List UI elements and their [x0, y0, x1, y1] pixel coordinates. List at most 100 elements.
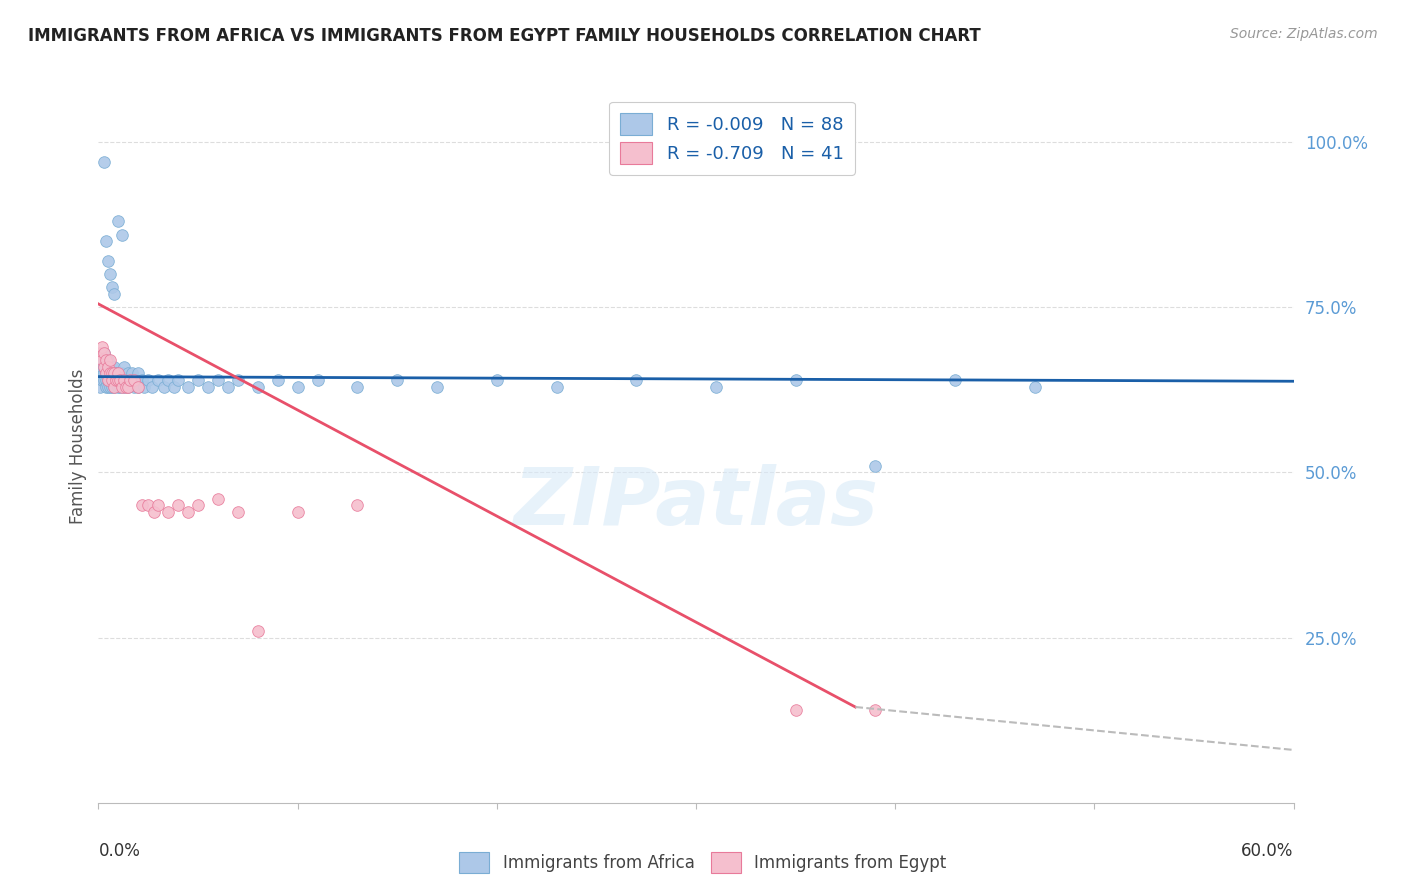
Point: [127, 379, 149, 393]
Point: [785, 373, 807, 387]
Point: [111, 227, 134, 242]
Point: [121, 367, 143, 381]
Point: [97, 367, 120, 381]
Point: [134, 379, 156, 393]
Point: [148, 373, 170, 387]
Point: [91, 359, 114, 374]
Point: [89, 346, 111, 360]
Point: [105, 373, 128, 387]
Point: [167, 499, 190, 513]
Point: [187, 373, 209, 387]
Point: [226, 373, 249, 387]
Text: ZIPatlas: ZIPatlas: [513, 464, 879, 542]
Point: [101, 379, 124, 393]
Point: [125, 373, 148, 387]
Point: [93, 154, 115, 169]
Point: [124, 379, 146, 393]
Text: 0.0%: 0.0%: [98, 842, 141, 860]
Point: [307, 373, 329, 387]
Point: [136, 499, 159, 513]
Y-axis label: Family Households: Family Households: [69, 368, 87, 524]
Point: [103, 379, 125, 393]
Point: [103, 367, 125, 381]
Point: [91, 367, 114, 381]
Point: [93, 346, 115, 360]
Text: 60.0%: 60.0%: [1241, 842, 1294, 860]
Point: [115, 373, 138, 387]
Point: [96, 367, 118, 381]
Point: [97, 359, 120, 374]
Point: [704, 379, 727, 393]
Point: [117, 367, 139, 381]
Point: [246, 379, 269, 393]
Point: [111, 367, 134, 381]
Point: [107, 379, 129, 393]
Point: [98, 367, 122, 381]
Point: [98, 379, 122, 393]
Point: [148, 499, 170, 513]
Point: [287, 379, 309, 393]
Point: [143, 505, 166, 519]
Point: [98, 373, 122, 387]
Point: [141, 379, 163, 393]
Point: [97, 373, 120, 387]
Point: [101, 359, 124, 374]
Point: [385, 373, 409, 387]
Point: [120, 373, 142, 387]
Point: [110, 379, 132, 393]
Point: [98, 359, 122, 374]
Point: [177, 379, 200, 393]
Point: [93, 367, 115, 381]
Point: [97, 373, 120, 387]
Point: [863, 458, 886, 473]
Point: [346, 499, 368, 513]
Text: Source: ZipAtlas.com: Source: ZipAtlas.com: [1230, 27, 1378, 41]
Point: [101, 367, 124, 381]
Point: [112, 373, 135, 387]
Point: [111, 373, 134, 387]
Point: [267, 373, 290, 387]
Point: [98, 373, 122, 387]
Point: [103, 287, 125, 301]
Point: [105, 367, 128, 381]
Point: [115, 379, 138, 393]
Point: [226, 505, 249, 519]
Point: [107, 373, 129, 387]
Point: [107, 367, 129, 381]
Point: [153, 379, 176, 393]
Legend: Immigrants from Africa, Immigrants from Egypt: Immigrants from Africa, Immigrants from …: [453, 846, 953, 880]
Point: [91, 340, 114, 354]
Point: [103, 373, 125, 387]
Point: [96, 353, 118, 368]
Point: [624, 373, 647, 387]
Point: [97, 359, 120, 374]
Point: [863, 703, 886, 717]
Point: [117, 379, 139, 393]
Point: [91, 353, 114, 368]
Point: [93, 359, 115, 374]
Text: IMMIGRANTS FROM AFRICA VS IMMIGRANTS FROM EGYPT FAMILY HOUSEHOLDS CORRELATION CH: IMMIGRANTS FROM AFRICA VS IMMIGRANTS FRO…: [28, 27, 981, 45]
Point: [96, 234, 118, 248]
Point: [96, 359, 118, 374]
Point: [107, 214, 129, 228]
Point: [111, 379, 134, 393]
Point: [93, 353, 115, 368]
Point: [110, 373, 132, 387]
Point: [124, 373, 146, 387]
Point: [157, 373, 180, 387]
Point: [101, 373, 124, 387]
Point: [107, 373, 129, 387]
Point: [89, 379, 111, 393]
Point: [346, 379, 368, 393]
Point: [131, 499, 153, 513]
Point: [187, 499, 209, 513]
Point: [163, 379, 186, 393]
Point: [91, 373, 114, 387]
Legend: R = -0.009   N = 88, R = -0.709   N = 41: R = -0.009 N = 88, R = -0.709 N = 41: [609, 102, 855, 175]
Point: [97, 254, 120, 268]
Point: [96, 379, 118, 393]
Point: [101, 280, 124, 294]
Point: [101, 373, 124, 387]
Point: [136, 373, 159, 387]
Point: [546, 379, 568, 393]
